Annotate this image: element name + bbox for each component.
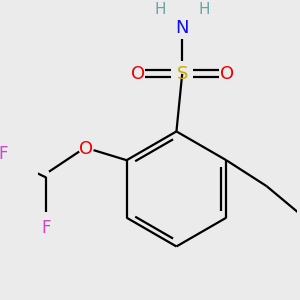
Text: O: O: [130, 65, 145, 83]
Text: N: N: [176, 19, 189, 37]
Text: H: H: [155, 2, 167, 17]
Text: O: O: [79, 140, 93, 158]
Text: F: F: [0, 146, 8, 164]
Text: F: F: [41, 219, 51, 237]
Text: O: O: [220, 65, 234, 83]
Text: S: S: [176, 65, 188, 83]
Text: H: H: [198, 2, 209, 17]
